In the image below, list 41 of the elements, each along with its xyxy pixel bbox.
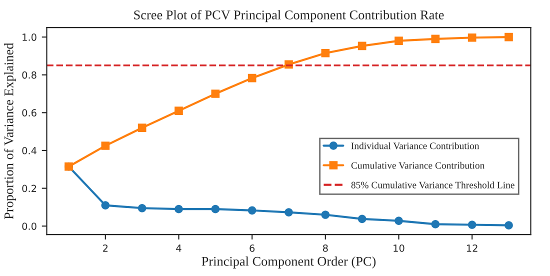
y-tick-label: 0.4 (22, 146, 36, 154)
point (468, 220, 476, 229)
y-axis-title: Proportion of Variance Explained (4, 42, 16, 220)
x-tick-label: 12 (466, 244, 478, 252)
point (504, 32, 513, 42)
y-tick-label: 0.8 (22, 71, 36, 79)
legend-label: Individual Variance Contribution (351, 142, 480, 150)
point (138, 124, 146, 132)
x-tick-label: 4 (176, 244, 182, 252)
legend-label: Cumulative Variance Contribution (351, 162, 485, 169)
point (321, 48, 330, 58)
point (358, 42, 366, 50)
point (431, 220, 440, 228)
point (468, 33, 476, 42)
point (101, 201, 110, 210)
legend-label: 85% Cumulative Variance Threshold Line (351, 181, 514, 188)
point (211, 204, 220, 214)
point (321, 210, 330, 219)
point (431, 34, 440, 44)
point (394, 216, 403, 225)
point (248, 74, 256, 82)
x-tick-label: 2 (103, 244, 108, 252)
y-tick-label: 0.0 (22, 222, 36, 230)
point (248, 206, 256, 215)
point (394, 36, 403, 45)
point (504, 221, 513, 230)
y-tick-label: 0.6 (22, 109, 36, 116)
point (211, 90, 220, 98)
point (174, 106, 183, 115)
point (101, 142, 110, 150)
x-tick-label: 6 (250, 244, 255, 252)
x-tick-label: 8 (322, 244, 328, 252)
chart-title: Scree Plot of PCV Principal Component Contribution Rate (134, 10, 444, 22)
x-axis-title: Principal Component Order (PC) (202, 256, 376, 268)
point (138, 204, 146, 212)
y-tick-label: 0.2 (22, 184, 36, 192)
point (284, 208, 293, 216)
y-tick-label: 1.0 (22, 34, 36, 41)
point (174, 204, 183, 214)
x-tick-label: 10 (394, 244, 404, 252)
point (358, 214, 366, 224)
